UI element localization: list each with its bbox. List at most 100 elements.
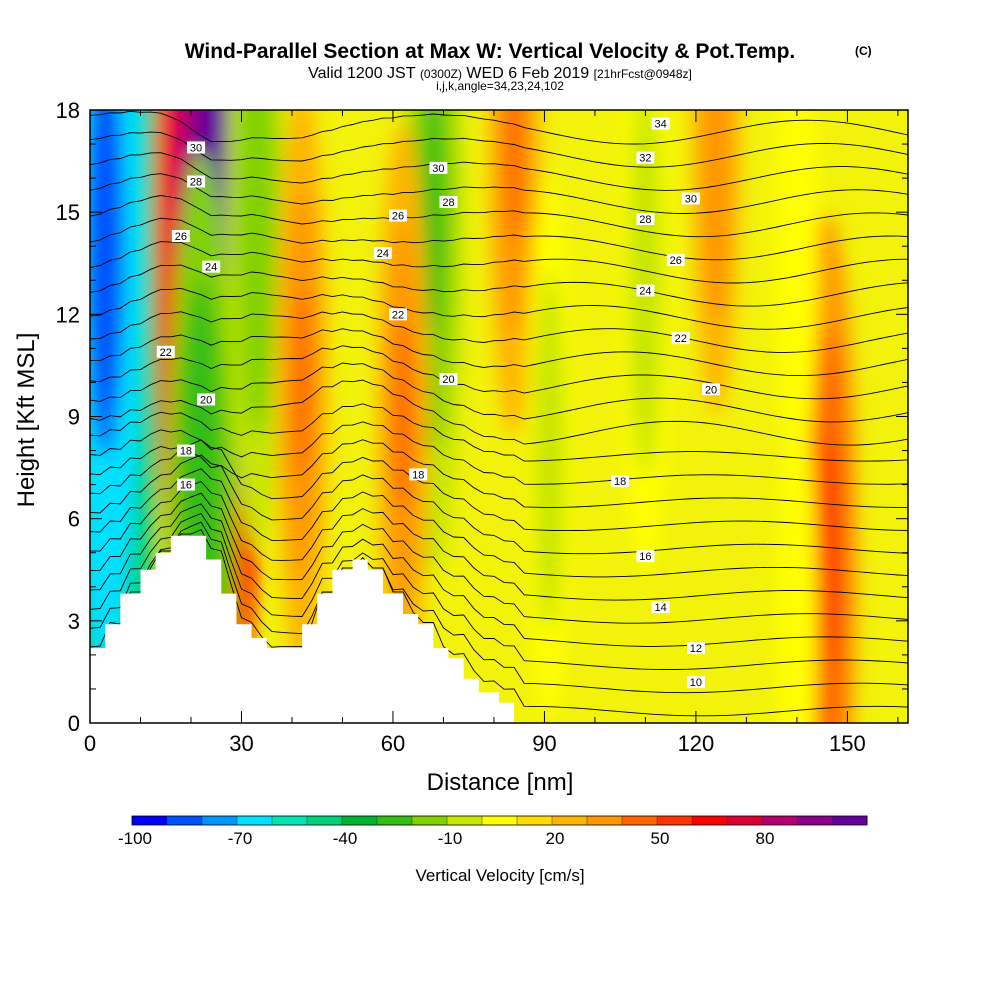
contour-label-box <box>176 478 195 491</box>
colorbar-frame <box>131 815 868 826</box>
contour-label-box <box>636 212 655 225</box>
theta-isoline <box>90 379 908 446</box>
x-tick-label: 0 <box>84 731 96 756</box>
contour-label-box <box>611 475 630 488</box>
colorbar-swatch <box>132 816 168 825</box>
theta-isoline <box>90 439 908 532</box>
colorbar-swatch <box>832 816 868 825</box>
contour-label-box <box>187 175 206 188</box>
x-axis-label: Distance [nm] <box>427 769 574 796</box>
theta-isoline <box>90 403 908 462</box>
contour-label-box <box>187 141 206 154</box>
y-tick-label: 9 <box>68 405 80 430</box>
contour-label: 30 <box>685 194 697 206</box>
contour-label: 18 <box>412 469 424 481</box>
contour-label: 22 <box>160 347 172 359</box>
contour-label: 20 <box>442 374 454 386</box>
contour-label: 10 <box>690 677 702 689</box>
theta-isoline <box>90 110 908 145</box>
contour-label: 24 <box>377 248 389 260</box>
contour-label: 28 <box>190 177 202 189</box>
velocity-cell-9 <box>817 439 838 666</box>
colorbar-tick-label: 50 <box>651 829 670 848</box>
colorbar-label: Vertical Velocity [cm/s] <box>415 866 584 885</box>
colorbar-swatch <box>237 816 273 825</box>
contour-label: 26 <box>670 255 682 267</box>
colorbar-swatch <box>307 816 343 825</box>
theta-isoline <box>90 468 908 578</box>
contour-label-box <box>409 468 428 481</box>
colorbar-swatch <box>587 816 623 825</box>
theta-isoline <box>90 529 908 717</box>
valid-forecast: [21hrFcst@0948z] <box>594 67 692 81</box>
contour-label-box <box>636 284 655 297</box>
velocity-cell-6 <box>505 110 523 242</box>
colorbar: -100 -70 -40 -10 20 50 80 <box>118 815 868 848</box>
contour-label-box <box>197 393 216 406</box>
contour-label: 24 <box>639 285 651 297</box>
velocity-cell-8 <box>636 182 654 379</box>
chart-title: Wind-Parallel Section at Max W: Vertical… <box>185 40 796 63</box>
terrain <box>90 535 515 723</box>
contour-label: 32 <box>639 153 651 165</box>
contour-label: 16 <box>180 480 192 492</box>
x-tick-label: 30 <box>229 731 253 756</box>
theta-isoline <box>90 287 908 330</box>
x-tick-label: 60 <box>381 731 405 756</box>
theta-isoline <box>90 362 908 423</box>
potential-temperature-contours <box>90 110 908 717</box>
theta-isoline <box>90 217 908 261</box>
theta-isoline <box>90 173 908 214</box>
colorbar-swatch <box>167 816 203 825</box>
colorbar-swatch <box>622 816 658 825</box>
colorbar-swatch <box>797 816 833 825</box>
y-tick-label: 15 <box>56 200 80 225</box>
y-tick-label: 6 <box>68 507 80 532</box>
contour-label: 34 <box>654 119 666 131</box>
contour-label-box <box>651 117 670 130</box>
contour-label-box <box>651 601 670 614</box>
velocity-cell-0 <box>90 110 125 458</box>
colorbar-tick-label: 80 <box>756 829 775 848</box>
contour-label: 22 <box>392 309 404 321</box>
theta-isoline <box>90 131 908 168</box>
contour-label-box <box>671 332 690 345</box>
section-indices: i,j,k,angle=34,23,24,102 <box>436 79 564 93</box>
axes: 0 30 60 90 120 150 0 3 6 9 12 15 18 <box>56 98 908 756</box>
colorbar-tick-label: -70 <box>228 829 253 848</box>
contour-label: 18 <box>180 446 192 458</box>
contour-label: 30 <box>190 142 202 154</box>
contour-label-box <box>389 209 408 222</box>
contour-label: 22 <box>675 333 687 345</box>
contour-label: 30 <box>432 163 444 175</box>
contour-label-box <box>439 373 458 386</box>
theta-isoline <box>90 195 908 238</box>
contour-label: 12 <box>690 643 702 655</box>
contour-label-box <box>686 676 705 689</box>
colorbar-swatch <box>447 816 483 825</box>
contour-label-box <box>439 195 458 208</box>
contour-label: 20 <box>705 384 717 396</box>
y-axis-label: Height [Kft MSL] <box>13 333 40 508</box>
contour-label-box <box>176 444 195 457</box>
theta-isoline <box>90 480 908 601</box>
theta-isoline <box>90 512 908 670</box>
theta-isoline <box>90 264 908 307</box>
theta-isoline <box>90 241 908 284</box>
contour-label: 28 <box>639 214 651 226</box>
contour-label-box <box>202 260 221 273</box>
velocity-cell-11 <box>708 110 724 235</box>
valid-prefix: Valid 1200 JST <box>308 65 416 82</box>
velocity-cell-2 <box>246 110 267 326</box>
contour-label-box <box>373 247 392 260</box>
contour-label: 24 <box>205 262 217 274</box>
colorbar-swatch <box>202 816 238 825</box>
colorbar-swatch <box>657 816 693 825</box>
colorbar-swatch <box>552 816 588 825</box>
contour-label: 18 <box>614 476 626 488</box>
velocity-cell-12 <box>790 542 804 699</box>
velocity-cell-3 <box>293 284 311 481</box>
colorbar-swatch <box>272 816 308 825</box>
velocity-cell-10 <box>789 163 805 329</box>
